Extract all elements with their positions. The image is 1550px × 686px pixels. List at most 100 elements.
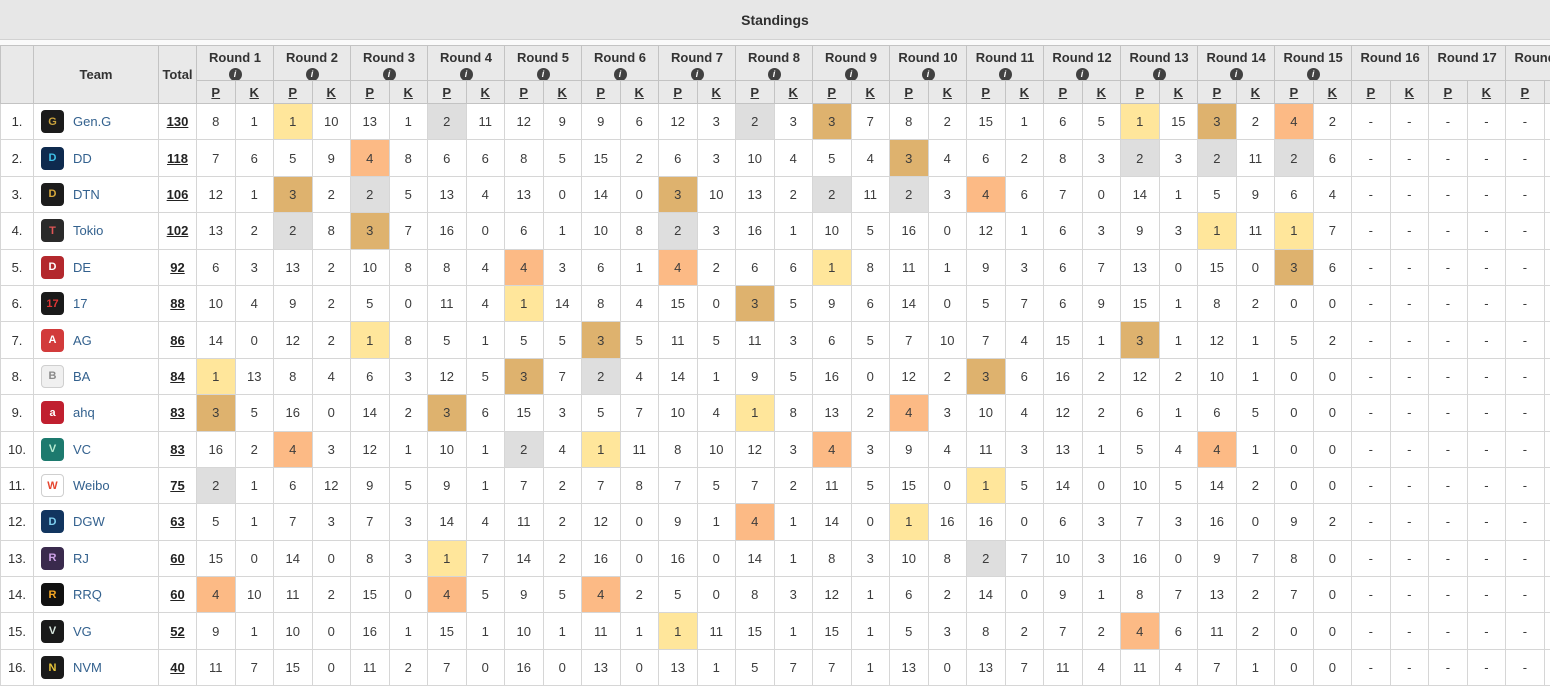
kills-cell: 1	[542, 212, 582, 250]
team-name-link[interactable]: NVM	[73, 660, 102, 676]
placement-cell: 6	[196, 248, 236, 286]
k-header-link[interactable]: K	[403, 84, 413, 100]
team-name-link[interactable]: Tokio	[73, 223, 104, 239]
info-icon[interactable]: i	[1152, 68, 1166, 80]
kills-cell: 2	[1081, 612, 1122, 650]
team-logo: B	[41, 364, 64, 388]
info-icon[interactable]: i	[998, 68, 1012, 80]
info-icon[interactable]: i	[536, 68, 550, 80]
total-link[interactable]: 60	[170, 587, 185, 603]
info-icon[interactable]: i	[690, 68, 704, 80]
p-header-link[interactable]: P	[673, 84, 683, 100]
p-header-link[interactable]: P	[1443, 84, 1453, 100]
k-header-link[interactable]: K	[634, 84, 644, 100]
k-header-link[interactable]: K	[326, 84, 336, 100]
k-header-link[interactable]: K	[942, 84, 952, 100]
k-header-link[interactable]: K	[865, 84, 875, 100]
kills-cell: 0	[619, 175, 659, 214]
team-name-link[interactable]: DGW	[73, 514, 105, 530]
total-link[interactable]: 63	[170, 514, 185, 530]
total-link[interactable]: 106	[166, 186, 189, 202]
k-column-header: K	[234, 80, 274, 104]
total-link[interactable]: 102	[166, 223, 189, 239]
info-icon[interactable]: i	[613, 68, 627, 80]
round-label: Round 6	[594, 50, 646, 65]
team-name-link[interactable]: Weibo	[73, 478, 110, 494]
placement-cell: 3	[581, 321, 621, 359]
k-header-link[interactable]: K	[249, 84, 259, 100]
p-header-link[interactable]: P	[288, 84, 298, 100]
info-icon[interactable]: i	[1075, 68, 1089, 80]
team-name-link[interactable]: ahq	[73, 405, 95, 421]
placement-cell: 10	[735, 139, 775, 177]
k-header-link[interactable]: K	[1327, 84, 1338, 100]
info-icon[interactable]: i	[1306, 68, 1320, 80]
p-header-link[interactable]: P	[365, 84, 375, 100]
p-header-link[interactable]: P	[1135, 84, 1145, 100]
p-header-link[interactable]: P	[1058, 84, 1068, 100]
total-link[interactable]: 40	[170, 660, 185, 676]
total-link[interactable]: 75	[170, 478, 185, 494]
kills-cell: 2	[542, 539, 582, 578]
kills-cell: 0	[542, 175, 582, 214]
info-icon[interactable]: i	[921, 68, 935, 80]
team-name-link[interactable]: AG	[73, 332, 92, 348]
k-header-link[interactable]: K	[1404, 84, 1415, 100]
k-header-link[interactable]: K	[1481, 84, 1492, 100]
info-icon[interactable]: i	[459, 68, 473, 80]
total-link[interactable]: 83	[170, 405, 185, 421]
p-header-link[interactable]: P	[1289, 84, 1299, 100]
info-icon[interactable]: i	[1229, 68, 1243, 80]
kills-cell: 2	[388, 394, 428, 432]
team-name-link[interactable]: RRQ	[73, 587, 102, 603]
total-link[interactable]: 60	[170, 550, 185, 566]
team-column-header: Team	[33, 45, 159, 104]
total-link[interactable]: 84	[170, 368, 185, 384]
info-icon[interactable]: i	[382, 68, 396, 80]
info-icon[interactable]: i	[767, 68, 781, 80]
total-link[interactable]: 118	[167, 150, 188, 166]
p-header-link[interactable]: P	[442, 84, 452, 100]
team-cell: D DGW	[33, 503, 159, 541]
total-link[interactable]: 130	[166, 114, 189, 130]
k-header-link[interactable]: K	[1096, 84, 1106, 100]
p-header-link[interactable]: P	[596, 84, 606, 100]
team-name-link[interactable]: DD	[73, 150, 92, 166]
placement-cell: 16	[1043, 357, 1083, 396]
p-header-link[interactable]: P	[750, 84, 760, 100]
p-header-link[interactable]: P	[827, 84, 837, 100]
k-header-link[interactable]: K	[1019, 84, 1029, 100]
p-header-link[interactable]: P	[904, 84, 914, 100]
team-name-link[interactable]: VC	[73, 441, 92, 457]
total-link[interactable]: 83	[170, 441, 185, 457]
info-icon[interactable]: i	[305, 68, 319, 80]
team-name-link[interactable]: VG	[73, 623, 92, 639]
kills-cell: 7	[1158, 576, 1199, 614]
team-name-link[interactable]: DE	[73, 259, 92, 275]
total-link[interactable]: 88	[170, 296, 185, 312]
kills-cell: 4	[927, 430, 968, 468]
p-header-link[interactable]: P	[1212, 84, 1222, 100]
p-header-link[interactable]: P	[519, 84, 529, 100]
info-icon[interactable]: i	[844, 68, 858, 80]
k-header-link[interactable]: K	[1173, 84, 1183, 100]
p-header-link[interactable]: P	[981, 84, 991, 100]
team-name-link[interactable]: RJ	[73, 550, 89, 566]
p-header-link[interactable]: P	[1366, 84, 1376, 100]
p-header-link[interactable]: P	[1520, 84, 1530, 100]
team-name-link[interactable]: 17	[73, 296, 88, 312]
k-header-link[interactable]: K	[480, 84, 490, 100]
total-link[interactable]: 52	[170, 623, 185, 639]
k-header-link[interactable]: K	[557, 84, 567, 100]
total-link[interactable]: 92	[170, 259, 185, 275]
team-name-link[interactable]: Gen.G	[73, 114, 112, 130]
k-header-link[interactable]: K	[711, 84, 721, 100]
k-header-link[interactable]: K	[1250, 84, 1261, 100]
k-header-link[interactable]: K	[788, 84, 798, 100]
info-icon[interactable]: i	[228, 68, 242, 80]
team-name-link[interactable]: DTN	[73, 186, 100, 202]
placement-cell: 8	[658, 430, 698, 468]
p-header-link[interactable]: P	[211, 84, 221, 100]
team-name-link[interactable]: BA	[73, 368, 91, 384]
total-link[interactable]: 86	[170, 332, 185, 348]
